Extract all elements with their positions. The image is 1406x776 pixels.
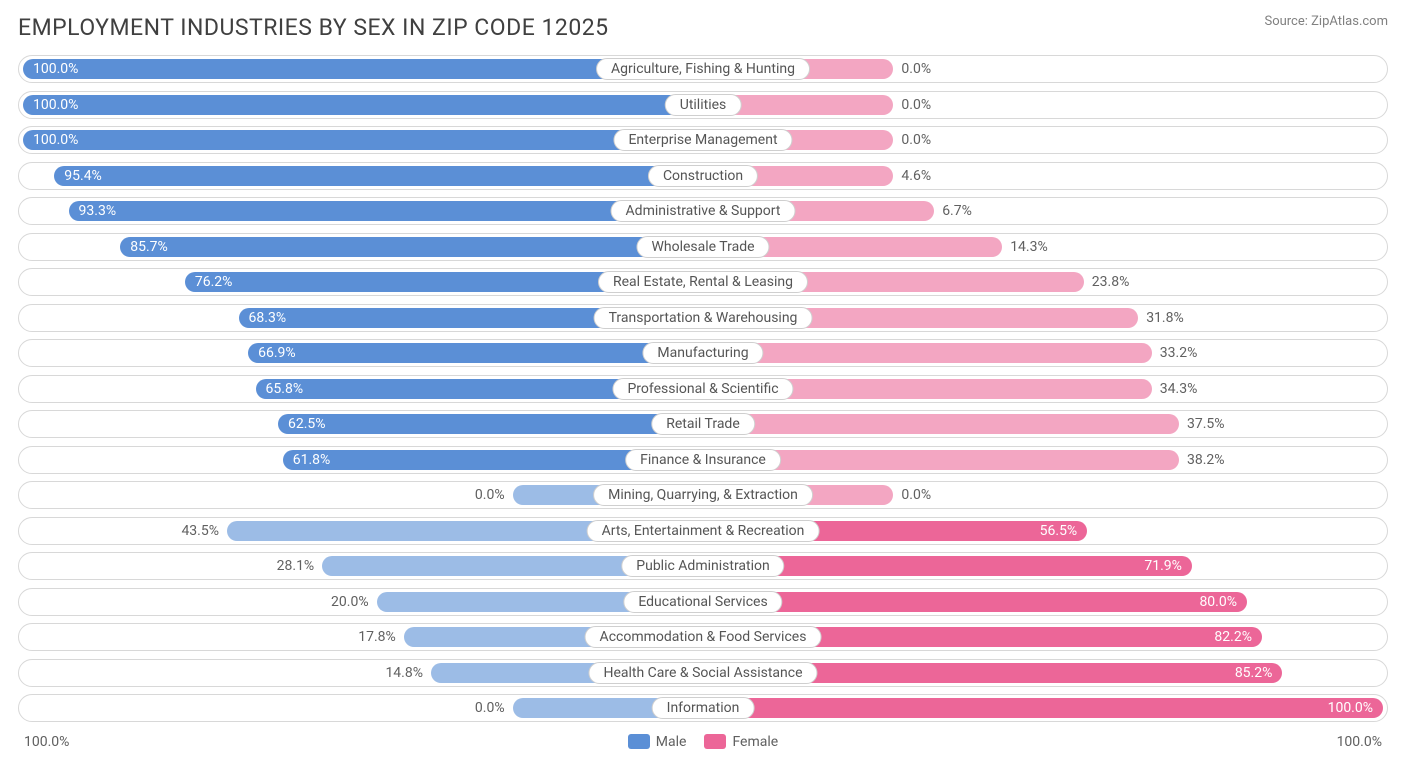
female-pct: 4.6% [893, 168, 931, 184]
category-pill: Administrative & Support [611, 200, 796, 222]
bar-row: 100.0% 0.0% Utilities [18, 91, 1388, 119]
bar-row: 100.0% 0.0% Agriculture, Fishing & Hunting [18, 55, 1388, 83]
male-pct: 61.8% [283, 452, 331, 468]
male-bar [23, 130, 703, 150]
female-pct: 71.9% [1144, 558, 1192, 574]
bar-row: 85.7% 14.3% Wholesale Trade [18, 233, 1388, 261]
female-pct: 0.0% [893, 97, 931, 113]
category-pill: Finance & Insurance [625, 449, 781, 471]
male-bar [69, 201, 703, 221]
female-pct: 6.7% [934, 203, 972, 219]
category-pill: Health Care & Social Assistance [588, 662, 817, 684]
male-pct: 66.9% [248, 345, 296, 361]
male-bar [248, 343, 703, 363]
female-pct: 31.8% [1138, 310, 1184, 326]
male-pct: 100.0% [23, 132, 78, 148]
male-pct: 43.5% [181, 523, 227, 539]
legend-male: Male [628, 734, 687, 750]
category-pill: Professional & Scientific [612, 378, 793, 400]
category-pill: Agriculture, Fishing & Hunting [596, 58, 810, 80]
bar-row: 14.8% 85.2% Health Care & Social Assistanc… [18, 659, 1388, 687]
category-pill: Utilities [665, 94, 742, 116]
female-pct: 85.2% [1235, 665, 1283, 681]
header: EMPLOYMENT INDUSTRIES BY SEX IN ZIP CODE… [18, 14, 1388, 41]
bar-row: 66.9% 33.2% Manufacturing [18, 339, 1388, 367]
bar-row: 17.8% 82.2% Accommodation & Food Services [18, 623, 1388, 651]
male-pct: 0.0% [475, 700, 513, 716]
female-pct: 82.2% [1214, 629, 1262, 645]
male-pct: 28.1% [277, 558, 323, 574]
bar-row: 68.3% 31.8% Transportation & Warehousing [18, 304, 1388, 332]
male-pct: 93.3% [69, 203, 117, 219]
bar-row: 95.4% 4.6% Construction [18, 162, 1388, 190]
female-pct: 33.2% [1152, 345, 1198, 361]
category-pill: Retail Trade [651, 413, 755, 435]
male-pct: 95.4% [54, 168, 102, 184]
male-bar [23, 95, 703, 115]
category-pill: Wholesale Trade [636, 236, 769, 258]
axis-right-label: 100.0% [1337, 734, 1382, 750]
source-attribution: Source: ZipAtlas.com [1264, 14, 1388, 29]
category-pill: Information [652, 697, 755, 719]
category-pill: Educational Services [623, 591, 782, 613]
bar-row: 20.0% 80.0% Educational Services [18, 588, 1388, 616]
male-pct: 85.7% [120, 239, 168, 255]
male-pct: 68.3% [239, 310, 287, 326]
male-bar [54, 166, 703, 186]
female-bar [703, 592, 1247, 612]
male-pct: 100.0% [23, 61, 78, 77]
male-pct: 76.2% [185, 274, 233, 290]
male-bar [278, 414, 703, 434]
female-pct: 0.0% [893, 487, 931, 503]
male-pct: 100.0% [23, 97, 78, 113]
category-pill: Transportation & Warehousing [594, 307, 813, 329]
category-pill: Mining, Quarrying, & Extraction [593, 484, 813, 506]
male-pct: 20.0% [331, 594, 377, 610]
legend-female-label: Female [732, 734, 778, 750]
female-pct: 0.0% [893, 132, 931, 148]
female-pct: 38.2% [1179, 452, 1225, 468]
female-bar [703, 698, 1383, 718]
category-pill: Construction [648, 165, 758, 187]
female-swatch [704, 734, 726, 749]
category-pill: Public Administration [621, 555, 784, 577]
category-pill: Arts, Entertainment & Recreation [587, 520, 820, 542]
female-pct: 0.0% [893, 61, 931, 77]
category-pill: Manufacturing [642, 342, 763, 364]
bar-row: 43.5% 56.5% Arts, Entertainment & Recreati… [18, 517, 1388, 545]
legend-female: Female [704, 734, 778, 750]
female-pct: 34.3% [1152, 381, 1198, 397]
legend-male-label: Male [656, 734, 687, 750]
bar-row: 61.8% 38.2% Finance & Insurance [18, 446, 1388, 474]
chart-title: EMPLOYMENT INDUSTRIES BY SEX IN ZIP CODE… [18, 14, 609, 41]
category-pill: Enterprise Management [613, 129, 792, 151]
male-bar [120, 237, 703, 257]
male-pct: 14.8% [385, 665, 431, 681]
female-pct: 37.5% [1179, 416, 1225, 432]
bar-row: 28.1% 71.9% Public Administration [18, 552, 1388, 580]
axis-left-label: 100.0% [24, 734, 69, 750]
male-pct: 62.5% [278, 416, 326, 432]
bar-row: 65.8% 34.3% Professional & Scientific [18, 375, 1388, 403]
male-pct: 0.0% [475, 487, 513, 503]
bar-row: 0.0% 100.0% Information [18, 694, 1388, 722]
bar-row: 76.2% 23.8% Real Estate, Rental & Leasing [18, 268, 1388, 296]
chart-body: 100.0% 0.0% Agriculture, Fishing & Hunting… [18, 55, 1388, 722]
bar-row: 100.0% 0.0% Enterprise Management [18, 126, 1388, 154]
male-swatch [628, 734, 650, 749]
legend: Male Female [628, 734, 778, 750]
chart-footer: 100.0% Male Female 100.0% [18, 730, 1388, 750]
category-pill: Accommodation & Food Services [585, 626, 822, 648]
female-pct: 14.3% [1002, 239, 1048, 255]
bar-row: 62.5% 37.5% Retail Trade [18, 410, 1388, 438]
female-pct: 56.5% [1040, 523, 1088, 539]
category-pill: Real Estate, Rental & Leasing [598, 271, 808, 293]
female-pct: 100.0% [1328, 700, 1383, 716]
male-pct: 65.8% [256, 381, 304, 397]
bar-row: 93.3% 6.7% Administrative & Support [18, 197, 1388, 225]
female-pct: 23.8% [1084, 274, 1130, 290]
female-pct: 80.0% [1199, 594, 1247, 610]
male-pct: 17.8% [358, 629, 404, 645]
bar-row: 0.0% 0.0% Mining, Quarrying, & Extraction [18, 481, 1388, 509]
